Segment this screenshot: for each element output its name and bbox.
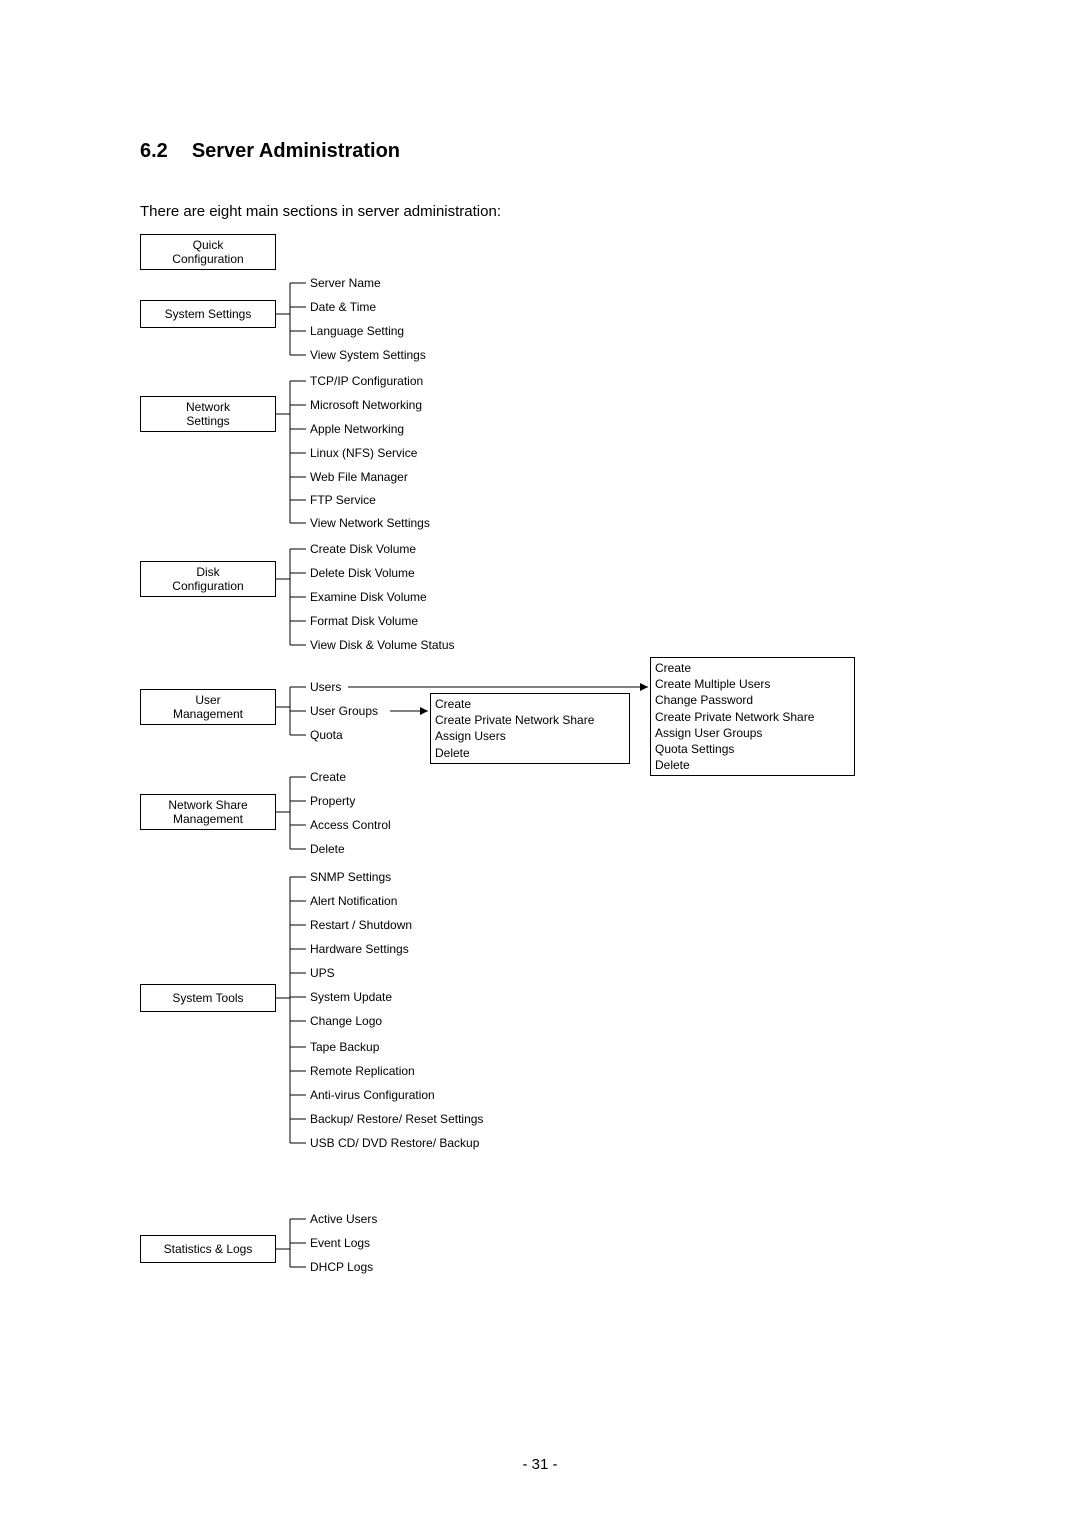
leaf-stats-1: Event Logs: [310, 1236, 370, 1250]
leaf-user-1: User Groups: [310, 704, 378, 718]
leaf-tools-8: Remote Replication: [310, 1064, 415, 1078]
section-box-system: System Settings: [140, 300, 276, 328]
leaf-network-1: Microsoft Networking: [310, 398, 422, 412]
leaf-tools-10: Backup/ Restore/ Reset Settings: [310, 1112, 483, 1126]
leaf-disk-2: Examine Disk Volume: [310, 590, 427, 604]
leaf-system-3: View System Settings: [310, 348, 426, 362]
page-number: - 31 -: [0, 1456, 1080, 1473]
section-heading: 6.2 Server Administration: [140, 140, 950, 163]
leaf-tools-1: Alert Notification: [310, 894, 397, 908]
leaf-tools-11: USB CD/ DVD Restore/ Backup: [310, 1136, 479, 1150]
leaf-tools-9: Anti-virus Configuration: [310, 1088, 435, 1102]
leaf-network-2: Apple Networking: [310, 422, 404, 436]
leaf-network-4: Web File Manager: [310, 470, 408, 484]
leaf-stats-2: DHCP Logs: [310, 1260, 373, 1274]
leaf-tools-0: SNMP Settings: [310, 870, 391, 884]
leaf-stats-0: Active Users: [310, 1212, 377, 1226]
leaf-tools-5: System Update: [310, 990, 392, 1004]
leaf-system-1: Date & Time: [310, 300, 376, 314]
leaf-tools-2: Restart / Shutdown: [310, 918, 412, 932]
leaf-nsm-0: Create: [310, 770, 346, 784]
leaf-disk-4: View Disk & Volume Status: [310, 638, 455, 652]
leaf-tools-7: Tape Backup: [310, 1040, 379, 1054]
leaf-nsm-2: Access Control: [310, 818, 391, 832]
section-box-tools: System Tools: [140, 984, 276, 1012]
leaf-network-0: TCP/IP Configuration: [310, 374, 423, 388]
section-box-nsm: Network ShareManagement: [140, 794, 276, 830]
intro-text: There are eight main sections in server …: [140, 203, 950, 220]
users-subbox: CreateCreate Multiple UsersChange Passwo…: [650, 657, 855, 776]
leaf-user-0: Users: [310, 680, 341, 694]
section-box-user: UserManagement: [140, 689, 276, 725]
section-box-disk: DiskConfiguration: [140, 561, 276, 597]
leaf-disk-0: Create Disk Volume: [310, 542, 416, 556]
leaf-nsm-1: Property: [310, 794, 355, 808]
section-number: 6.2: [140, 140, 168, 163]
section-title: Server Administration: [192, 140, 400, 162]
hierarchy-diagram: QuickConfiguration System Settings Server …: [140, 234, 960, 1344]
leaf-network-5: FTP Service: [310, 493, 376, 507]
leaf-system-0: Server Name: [310, 276, 381, 290]
section-box-network: NetworkSettings: [140, 396, 276, 432]
leaf-network-6: View Network Settings: [310, 516, 430, 530]
section-box-stats: Statistics & Logs: [140, 1235, 276, 1263]
leaf-network-3: Linux (NFS) Service: [310, 446, 417, 460]
leaf-user-2: Quota: [310, 728, 343, 742]
leaf-nsm-3: Delete: [310, 842, 345, 856]
leaf-tools-3: Hardware Settings: [310, 942, 409, 956]
leaf-tools-4: UPS: [310, 966, 335, 980]
leaf-disk-3: Format Disk Volume: [310, 614, 418, 628]
section-box-quick: QuickConfiguration: [140, 234, 276, 270]
leaf-system-2: Language Setting: [310, 324, 404, 338]
user-groups-subbox: CreateCreate Private Network ShareAssign…: [430, 693, 630, 764]
leaf-disk-1: Delete Disk Volume: [310, 566, 415, 580]
leaf-tools-6: Change Logo: [310, 1014, 382, 1028]
